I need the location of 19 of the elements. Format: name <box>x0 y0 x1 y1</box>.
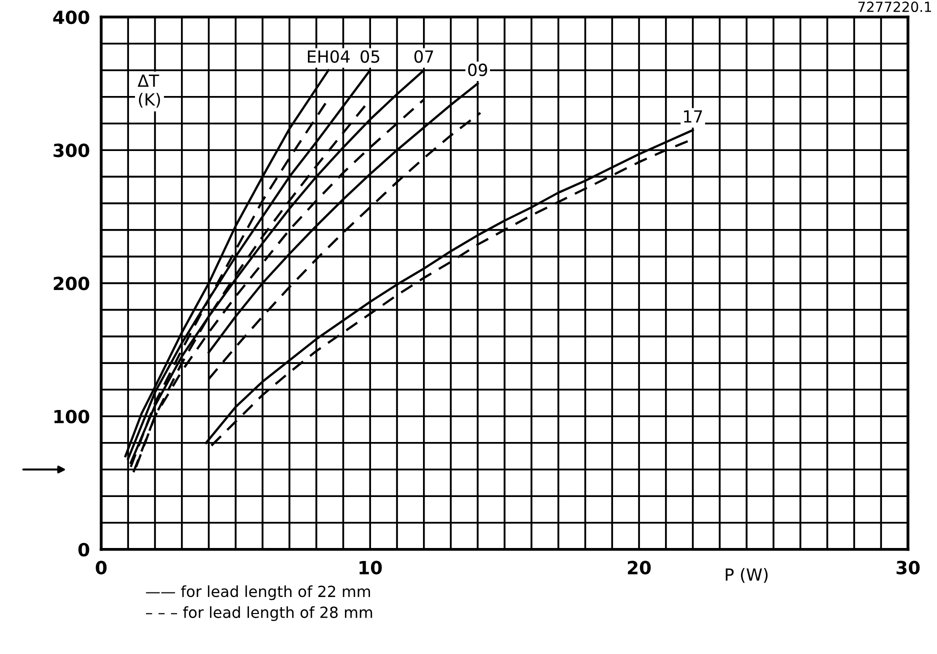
text: 7277220.1 <box>858 2 932 12</box>
text: —— for lead length of 22 mm <box>146 585 370 600</box>
text: – – – for lead length of 28 mm <box>146 606 372 622</box>
series-label: 09 <box>468 64 488 76</box>
y-axis-title: ΔT (K) <box>138 74 160 108</box>
y-tick-label: 400 <box>53 10 90 24</box>
x-tick-label: 0 <box>96 560 107 574</box>
y-tick-label: 200 <box>54 276 90 290</box>
x-tick-label: 10 <box>360 560 382 574</box>
series-label: 05 <box>360 50 380 63</box>
y-tick-label: 100 <box>54 410 90 424</box>
series-label: EH04 <box>308 50 350 63</box>
x-tick-label: 30 <box>896 560 920 574</box>
series-label: 17 <box>684 110 702 122</box>
y-tick-label: 0 <box>78 542 90 556</box>
series-label: 07 <box>414 50 434 63</box>
x-tick-label: 20 <box>628 560 651 574</box>
x-axis-title: P (W) <box>726 568 768 583</box>
y-tick-label: 300 <box>54 144 90 158</box>
